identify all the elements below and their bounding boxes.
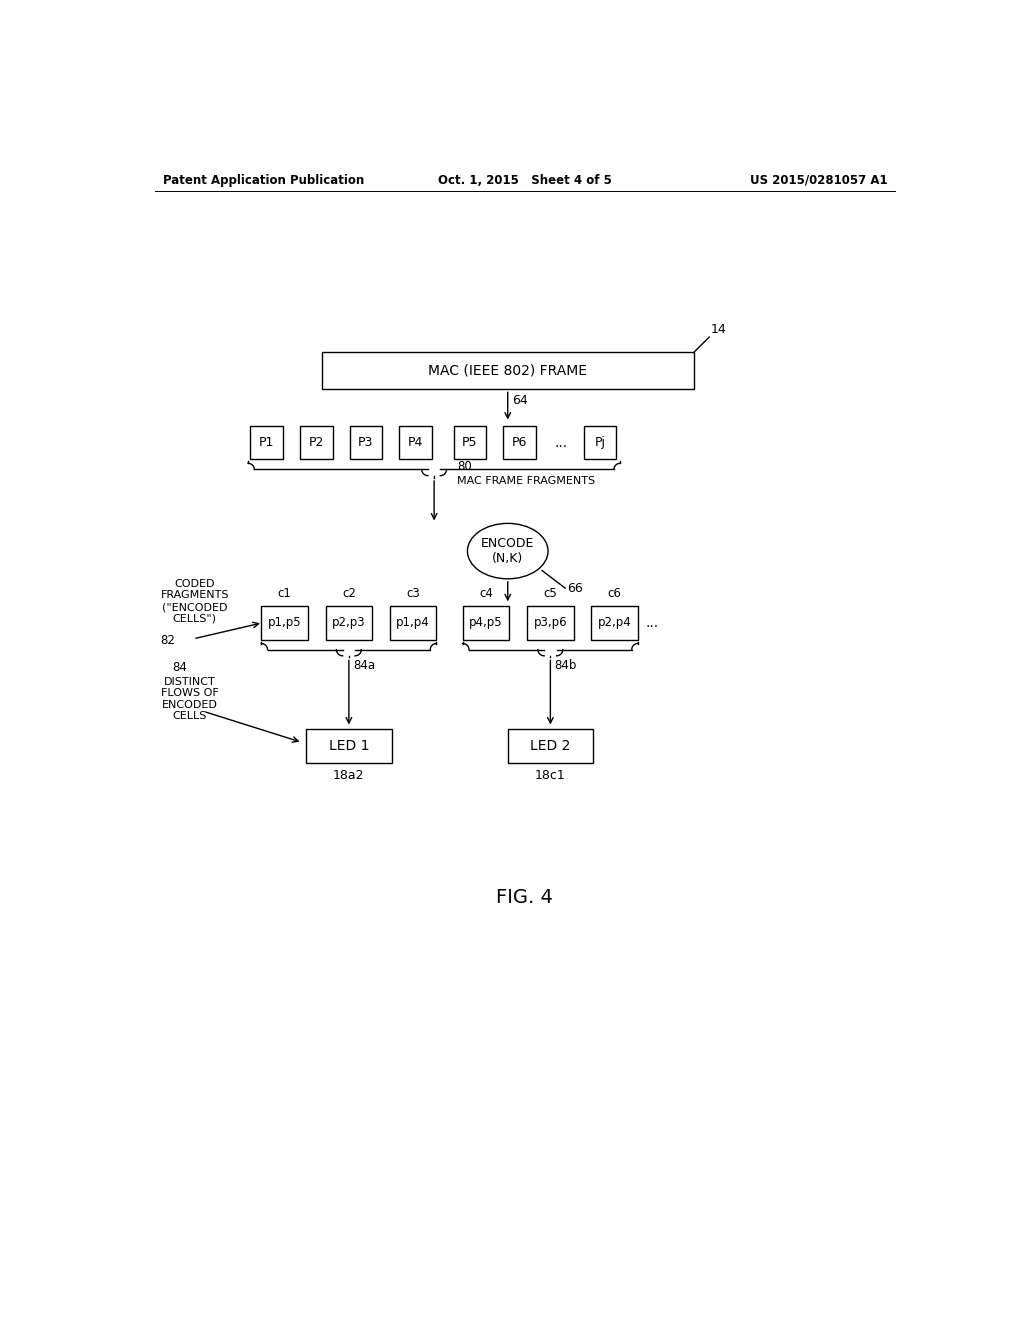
Text: c3: c3 <box>407 587 420 601</box>
FancyBboxPatch shape <box>503 426 536 459</box>
Text: MAC FRAME FRAGMENTS: MAC FRAME FRAGMENTS <box>458 477 596 486</box>
Text: P4: P4 <box>408 436 423 449</box>
Text: CODED
FRAGMENTS
("ENCODED
CELLS"): CODED FRAGMENTS ("ENCODED CELLS") <box>161 579 229 623</box>
Text: P1: P1 <box>259 436 274 449</box>
Text: p3,p6: p3,p6 <box>534 616 567 630</box>
FancyBboxPatch shape <box>300 426 333 459</box>
Text: 84b: 84b <box>554 659 577 672</box>
Text: DISTINCT
FLOWS OF
ENCODED
CELLS: DISTINCT FLOWS OF ENCODED CELLS <box>161 677 218 722</box>
Text: p1,p4: p1,p4 <box>396 616 430 630</box>
Text: 84a: 84a <box>352 659 375 672</box>
Text: Patent Application Publication: Patent Application Publication <box>163 174 365 187</box>
Ellipse shape <box>467 524 548 579</box>
FancyBboxPatch shape <box>508 729 593 763</box>
Text: FIG. 4: FIG. 4 <box>497 888 553 907</box>
Text: P2: P2 <box>308 436 324 449</box>
FancyBboxPatch shape <box>527 606 573 640</box>
Text: P5: P5 <box>462 436 477 449</box>
Text: 18a2: 18a2 <box>333 770 365 781</box>
FancyBboxPatch shape <box>322 352 693 389</box>
Text: c1: c1 <box>278 587 292 601</box>
Text: c5: c5 <box>544 587 557 601</box>
FancyBboxPatch shape <box>592 606 638 640</box>
FancyBboxPatch shape <box>261 606 308 640</box>
Text: p1,p5: p1,p5 <box>267 616 301 630</box>
Text: ...: ... <box>555 436 567 450</box>
Text: p2,p3: p2,p3 <box>332 616 366 630</box>
FancyBboxPatch shape <box>399 426 432 459</box>
Text: Pj: Pj <box>595 436 605 449</box>
Text: p4,p5: p4,p5 <box>469 616 503 630</box>
Text: 14: 14 <box>711 322 727 335</box>
Text: P3: P3 <box>358 436 374 449</box>
Text: LED 1: LED 1 <box>329 739 369 752</box>
Text: US 2015/0281057 A1: US 2015/0281057 A1 <box>750 174 888 187</box>
FancyBboxPatch shape <box>390 606 436 640</box>
Text: Oct. 1, 2015   Sheet 4 of 5: Oct. 1, 2015 Sheet 4 of 5 <box>438 174 611 187</box>
Text: LED 2: LED 2 <box>530 739 570 752</box>
FancyBboxPatch shape <box>251 426 283 459</box>
Text: c2: c2 <box>342 587 355 601</box>
Text: 64: 64 <box>512 395 528 407</box>
Text: 66: 66 <box>566 582 583 595</box>
Text: P6: P6 <box>512 436 527 449</box>
Text: ENCODE
(N,K): ENCODE (N,K) <box>481 537 535 565</box>
Text: p2,p4: p2,p4 <box>598 616 632 630</box>
Text: ...: ... <box>646 615 658 630</box>
FancyBboxPatch shape <box>463 606 509 640</box>
Text: MAC (IEEE 802) FRAME: MAC (IEEE 802) FRAME <box>428 364 587 378</box>
Text: 84: 84 <box>172 661 187 675</box>
FancyBboxPatch shape <box>349 426 382 459</box>
FancyBboxPatch shape <box>326 606 372 640</box>
Text: 18c1: 18c1 <box>535 770 565 781</box>
FancyBboxPatch shape <box>454 426 486 459</box>
FancyBboxPatch shape <box>306 729 391 763</box>
Text: c4: c4 <box>479 587 493 601</box>
Text: 82: 82 <box>161 635 175 647</box>
Text: c6: c6 <box>608 587 622 601</box>
FancyBboxPatch shape <box>584 426 616 459</box>
Text: 80: 80 <box>458 461 472 474</box>
